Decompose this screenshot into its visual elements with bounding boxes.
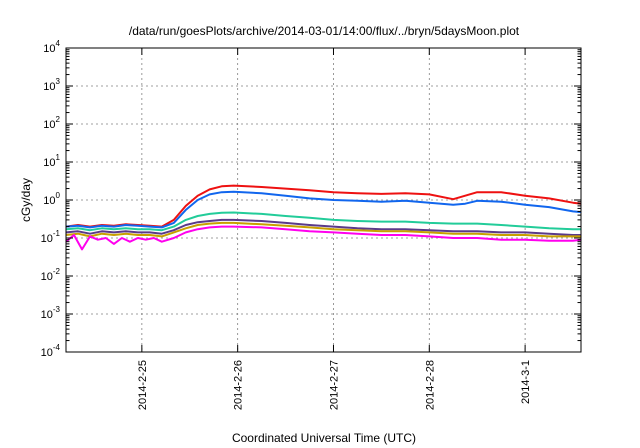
y-tick-label: 10-3 bbox=[41, 305, 61, 321]
y-tick-label-base: 10 bbox=[41, 309, 53, 321]
x-tick-label: 2014-2-26 bbox=[233, 360, 245, 410]
chart-title: /data/run/goesPlots/archive/2014-03-01/1… bbox=[129, 24, 520, 38]
x-axis-label: Coordinated Universal Time (UTC) bbox=[232, 431, 416, 445]
series-line-4 bbox=[65, 218, 581, 236]
y-tick-label-base: 10 bbox=[43, 43, 55, 55]
series-line-3 bbox=[65, 211, 581, 232]
y-tick-label-exponent: -4 bbox=[53, 343, 61, 352]
y-tick-label-base: 10 bbox=[43, 119, 55, 131]
y-tick-label-base: 10 bbox=[41, 347, 53, 359]
y-tick-label: 101 bbox=[43, 153, 60, 169]
y-axis-label: cGy/day bbox=[19, 178, 33, 222]
x-tick-label: 2014-3-1 bbox=[520, 360, 532, 404]
x-tick-label: 2014-2-28 bbox=[424, 360, 436, 410]
y-tick-label: 10-4 bbox=[41, 343, 61, 359]
y-tick-label: 10-2 bbox=[41, 267, 61, 283]
y-tick-label-exponent: -1 bbox=[53, 229, 61, 238]
y-tick-label-exponent: 2 bbox=[56, 115, 61, 124]
y-tick-label-base: 10 bbox=[41, 271, 53, 283]
y-tick-label-exponent: 1 bbox=[56, 153, 61, 162]
y-tick-label: 103 bbox=[43, 77, 60, 93]
y-tick-label-exponent: 0 bbox=[56, 191, 61, 200]
y-tick-label-base: 10 bbox=[41, 233, 53, 245]
y-tick-label: 100 bbox=[43, 191, 60, 207]
y-tick-label-exponent: -3 bbox=[53, 305, 61, 314]
y-tick-label-base: 10 bbox=[43, 81, 55, 93]
series-line-5 bbox=[65, 221, 581, 238]
x-tick-label: 2014-2-27 bbox=[328, 360, 340, 410]
y-tick-label-base: 10 bbox=[43, 157, 55, 169]
y-tick-label: 10-1 bbox=[41, 229, 61, 245]
y-tick-label-exponent: 3 bbox=[56, 77, 61, 86]
y-tick-label: 104 bbox=[43, 39, 60, 55]
y-tick-label: 102 bbox=[43, 115, 60, 131]
series-layer bbox=[65, 184, 582, 251]
series-line-2 bbox=[65, 190, 582, 229]
y-tick-label-exponent: 4 bbox=[56, 39, 61, 48]
x-tick-label: 2014-2-25 bbox=[137, 360, 149, 410]
y-tick-label-exponent: -2 bbox=[53, 267, 61, 276]
series-line-6 bbox=[65, 225, 582, 251]
ticks-layer: 10-410-310-210-11001011021031042014-2-25… bbox=[41, 39, 581, 410]
y-tick-label-base: 10 bbox=[43, 195, 55, 207]
